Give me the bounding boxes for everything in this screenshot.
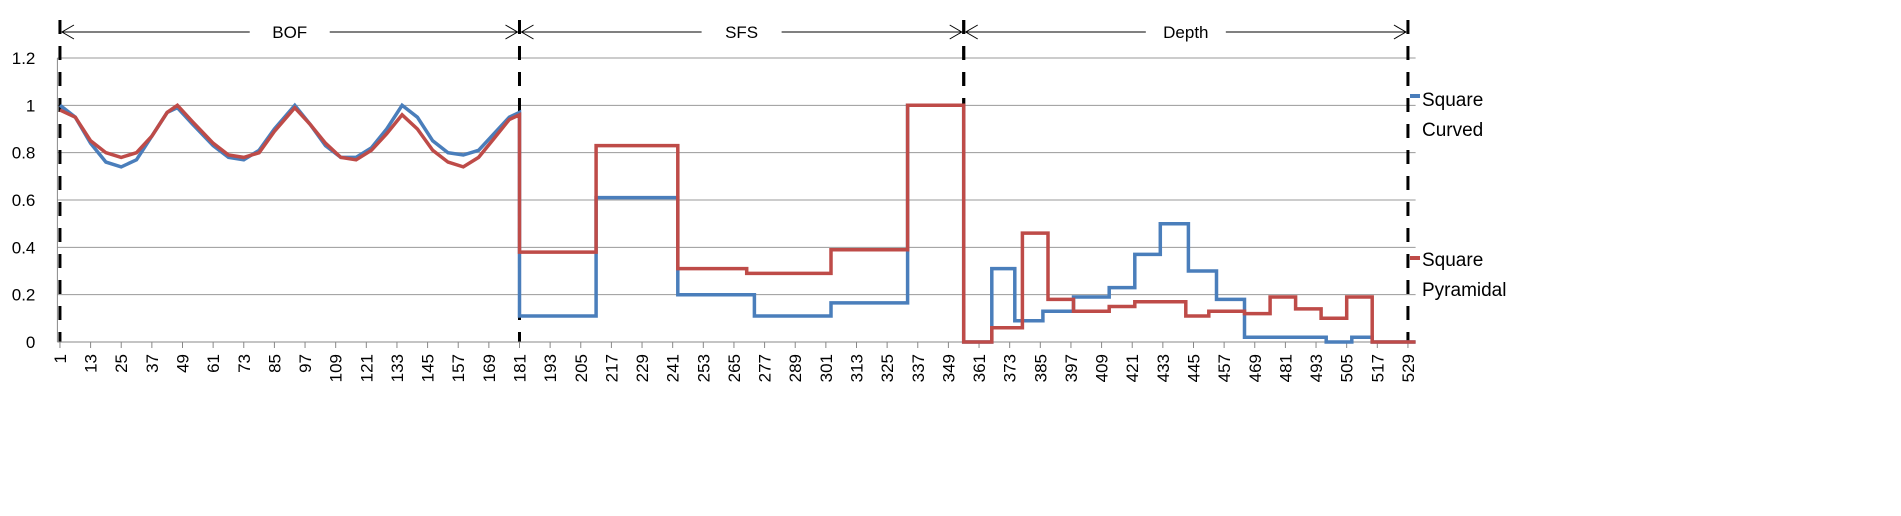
arrow-head [949, 24, 963, 40]
x-tick-label: 217 [602, 354, 621, 382]
legend-label: Square Pyramidal [1422, 250, 1507, 301]
y-tick-label: 0.8 [12, 144, 36, 163]
x-tick-label: 37 [143, 354, 162, 373]
x-tick-label: 61 [204, 354, 223, 373]
section-label: SFS [725, 23, 758, 42]
x-tick-label: 313 [847, 354, 866, 382]
arrow-head [964, 24, 978, 40]
x-tick-label: 493 [1307, 354, 1326, 382]
x-tick-label: 205 [572, 354, 591, 382]
x-tick-label: 73 [235, 354, 254, 373]
x-tick-label: 169 [480, 354, 499, 382]
x-tick-label: 469 [1246, 354, 1265, 382]
x-tick-label: 193 [541, 354, 560, 382]
x-tick-label: 1 [51, 354, 70, 363]
x-tick-label: 337 [909, 354, 928, 382]
y-tick-label: 0.6 [12, 191, 36, 210]
x-tick-label: 85 [265, 354, 284, 373]
x-tick-label: 25 [112, 354, 131, 373]
x-tick-label: 397 [1062, 354, 1081, 382]
series-line [58, 102, 1416, 344]
x-tick-label: 505 [1338, 354, 1357, 382]
x-tick-label: 385 [1031, 354, 1050, 382]
y-tick-label: 0 [26, 333, 35, 352]
y-tick-label: 0.4 [12, 238, 36, 257]
x-tick-label: 265 [725, 354, 744, 382]
x-tick-label: 277 [756, 354, 775, 382]
x-tick-label: 133 [388, 354, 407, 382]
arrow-head [1393, 24, 1407, 40]
x-tick-label: 13 [82, 354, 101, 373]
section-label: BOF [272, 23, 307, 42]
x-tick-label: 301 [817, 354, 836, 382]
x-tick-label: 241 [664, 354, 683, 382]
x-tick-label: 181 [510, 354, 529, 382]
x-tick-label: 457 [1215, 354, 1234, 382]
x-tick-label: 481 [1276, 354, 1295, 382]
x-tick-label: 157 [449, 354, 468, 382]
y-tick-label: 1 [26, 96, 35, 115]
x-tick-label: 109 [327, 354, 346, 382]
x-tick-label: 253 [694, 354, 713, 382]
arrow-head [60, 24, 75, 40]
x-tick-label: 349 [939, 354, 958, 382]
x-tick-label: 121 [357, 354, 376, 382]
x-tick-label: 373 [1001, 354, 1020, 382]
x-tick-label: 49 [173, 354, 192, 373]
arrow-head [520, 24, 534, 40]
x-tick-label: 97 [296, 354, 315, 373]
x-tick-label: 529 [1399, 354, 1418, 382]
y-tick-label: 0.2 [12, 286, 36, 305]
y-tick-label: 1.2 [12, 49, 36, 68]
x-tick-label: 421 [1123, 354, 1142, 382]
x-tick-label: 361 [970, 354, 989, 382]
legend-label: Square Curved [1422, 90, 1484, 141]
x-tick-label: 433 [1154, 354, 1173, 382]
x-tick-label: 517 [1368, 354, 1387, 382]
x-tick-label: 229 [633, 354, 652, 382]
section-label: Depth [1163, 23, 1208, 42]
x-tick-label: 325 [878, 354, 897, 382]
x-tick-label: 145 [419, 354, 438, 382]
x-tick-label: 289 [786, 354, 805, 382]
series-line [59, 102, 1416, 344]
x-tick-label: 409 [1093, 354, 1112, 382]
x-tick-label: 445 [1184, 354, 1203, 382]
arrow-head [505, 24, 519, 40]
